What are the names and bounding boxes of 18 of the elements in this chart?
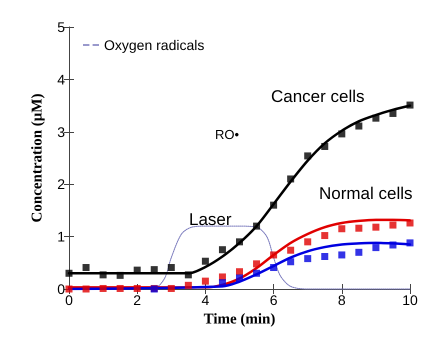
annotation: RO• xyxy=(215,127,240,142)
y-tick-label: 4 xyxy=(57,71,66,88)
x-tick-label: 10 xyxy=(402,292,418,308)
x-tick-label: 2 xyxy=(133,292,142,308)
legend-label: Oxygen radicals xyxy=(104,37,204,53)
y-tick-label: 5 xyxy=(57,19,66,35)
x-tick-label: 6 xyxy=(270,292,278,308)
annotation: Cancer cells xyxy=(271,87,365,106)
annotation: Normal cells xyxy=(319,184,413,203)
y-tick-label: 1 xyxy=(57,228,66,245)
y-tick-label: 3 xyxy=(57,124,66,140)
y-axis-title: Concentration (μM) xyxy=(30,94,46,222)
x-axis-title: Time (min) xyxy=(204,311,276,328)
x-tick-label: 8 xyxy=(338,292,346,308)
y-tick-label: 2 xyxy=(57,176,66,192)
y-tick-label: 0 xyxy=(57,281,66,297)
annotation: Laser xyxy=(189,210,232,229)
x-tick-label: 4 xyxy=(202,292,210,308)
